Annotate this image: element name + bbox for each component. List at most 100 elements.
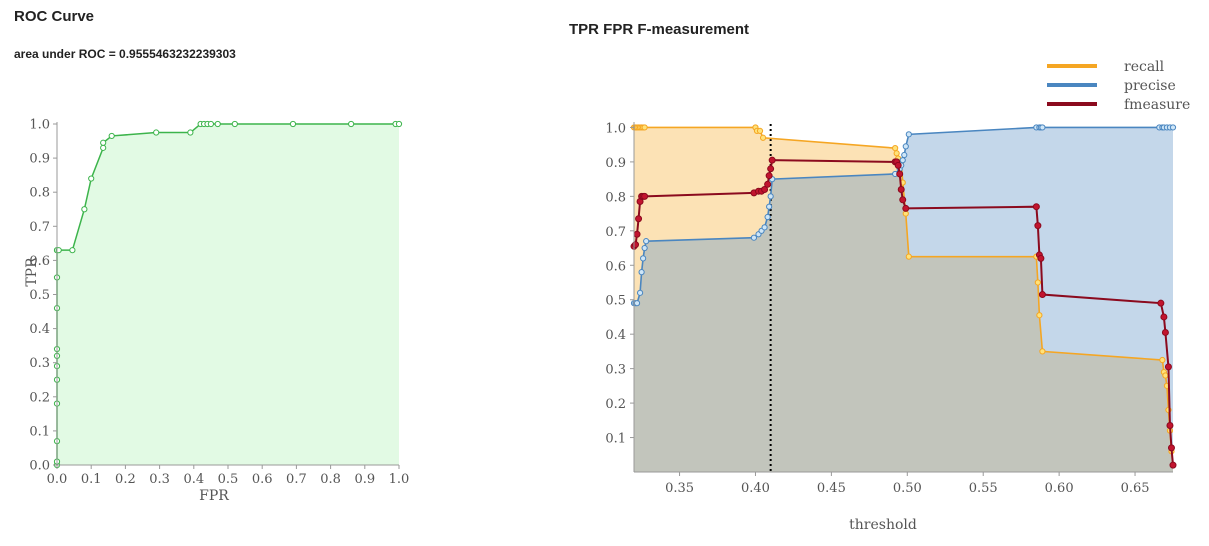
precise-series-point — [1169, 124, 1177, 131]
fmeasure-series-point — [899, 196, 907, 204]
fmeasure-series-point — [765, 172, 773, 180]
fmeasure-series-point — [1034, 222, 1042, 230]
roc-x-tick-label: 0.2 — [115, 472, 136, 487]
roc-x-tick-label: 0.5 — [218, 472, 239, 487]
roc-point — [214, 120, 221, 128]
fmeasure-series-point — [1161, 328, 1169, 336]
roc-x-tick-label: 0.3 — [149, 472, 170, 487]
precise-series-point — [899, 157, 906, 164]
precise-series-point — [901, 151, 908, 159]
roc-x-tick-label: 0.6 — [252, 472, 273, 487]
f-y-tick-label: 0.5 — [605, 294, 626, 309]
roc-point — [69, 247, 76, 254]
roc-x-tick-label: 0.8 — [320, 472, 341, 487]
roc-chart-title: ROC Curve — [14, 8, 95, 25]
fmeasure-series-point — [902, 204, 910, 212]
roc-x-tick-label: 0.9 — [354, 472, 375, 487]
roc-x-tick-label: 1.0 — [389, 472, 410, 487]
precise-series-point — [902, 143, 909, 150]
roc-x-axis-label: FPR — [199, 488, 229, 504]
roc-y-axis-label: TPR — [24, 257, 40, 287]
roc-point — [395, 120, 403, 128]
recall-series-point — [892, 145, 899, 152]
roc-point — [108, 132, 115, 140]
precise-series-point — [640, 255, 647, 262]
f-y-tick-label: 0.2 — [605, 397, 626, 412]
roc-y-tick-label: 0.0 — [29, 459, 50, 474]
fmeasure-chart-title: TPR FPR F-measurement — [569, 21, 750, 38]
fmeasure-series-point — [1167, 444, 1175, 452]
fmeasure-series-point — [1038, 291, 1046, 299]
roc-point — [100, 139, 107, 146]
recall-series-point — [759, 134, 767, 141]
roc-point — [153, 129, 160, 136]
roc-y-tick-label: 0.9 — [29, 152, 50, 167]
f-x-tick-label: 0.60 — [1045, 481, 1074, 496]
fmeasure-series-point — [1032, 203, 1040, 211]
f-x-tick-label: 0.35 — [665, 481, 694, 496]
recall-series-point — [1034, 279, 1041, 286]
roc-y-tick-label: 0.8 — [29, 186, 50, 201]
fmeasure-series-point — [633, 230, 641, 238]
f-x-tick-label: 0.45 — [817, 481, 846, 496]
precise-series-point — [764, 213, 771, 221]
fmeasure-series-point — [896, 170, 904, 178]
roc-y-tick-label: 0.2 — [29, 390, 50, 405]
f-y-tick-label: 0.9 — [605, 156, 626, 171]
f-y-tick-label: 0.8 — [605, 190, 626, 205]
f-y-tick-label: 0.1 — [605, 432, 626, 447]
f-x-tick-label: 0.50 — [893, 481, 922, 496]
roc-point — [289, 120, 297, 128]
fmeasure-series-point — [635, 215, 643, 223]
f-y-tick-label: 0.7 — [605, 225, 626, 240]
precise-series-point — [643, 238, 650, 245]
f-y-tick-label: 1.0 — [605, 121, 626, 136]
fmeasure-series-point — [1164, 363, 1172, 371]
f-x-tick-label: 0.55 — [969, 481, 998, 496]
roc-x-tick-label: 0.4 — [183, 472, 204, 487]
precise-series-point — [636, 289, 644, 296]
recall-series-legend-label: recall — [1124, 59, 1165, 75]
roc-auc-subtitle: area under ROC = 0.9555463232239303 — [14, 47, 236, 61]
roc-y-tick-label: 0.7 — [29, 220, 50, 235]
roc-area — [57, 124, 399, 465]
roc-point — [207, 120, 214, 128]
f-x-tick-label: 0.65 — [1121, 481, 1150, 496]
recall-series-point — [905, 253, 912, 260]
roc-point — [81, 206, 88, 213]
fmeasure-series-legend-label: fmeasure — [1124, 97, 1190, 113]
precise-series-legend-label: precise — [1124, 78, 1176, 94]
roc-y-tick-label: 0.5 — [29, 288, 50, 303]
roc-point — [231, 120, 238, 128]
fmeasure-series-point — [768, 156, 776, 164]
fmeasure-series-point — [641, 192, 649, 200]
roc-y-tick-label: 0.6 — [29, 254, 50, 269]
fmeasure-series-point — [1169, 461, 1177, 469]
precise-series-point — [767, 193, 774, 200]
recall-series-point — [1036, 312, 1043, 319]
fmeasure-series-point — [1166, 421, 1174, 429]
precise-series-point — [905, 131, 912, 138]
recall-series-point — [1159, 356, 1166, 364]
fmeasure-series-point — [761, 185, 769, 193]
f-x-tick-label: 0.40 — [741, 481, 770, 496]
f-y-tick-label: 0.6 — [605, 259, 626, 274]
roc-point — [88, 175, 95, 182]
recall-series-point — [1162, 372, 1169, 379]
precise-series-point — [766, 203, 773, 210]
recall-series-point — [641, 124, 648, 131]
roc-x-tick-label: 0.0 — [47, 472, 68, 487]
roc-y-tick-label: 0.4 — [29, 322, 50, 337]
roc-x-tick-label: 0.1 — [81, 472, 102, 487]
precise-series-point — [641, 244, 648, 252]
fmeasure-series-point — [767, 165, 775, 173]
recall-series-point — [893, 150, 900, 157]
fmeasure-series-point — [632, 241, 640, 249]
precise-series-point — [638, 269, 645, 276]
roc-x-tick-label: 0.7 — [286, 472, 307, 487]
precise-series-point — [761, 224, 768, 231]
precise-series-point — [1039, 124, 1046, 131]
fmeasure-series-point — [1157, 299, 1165, 307]
